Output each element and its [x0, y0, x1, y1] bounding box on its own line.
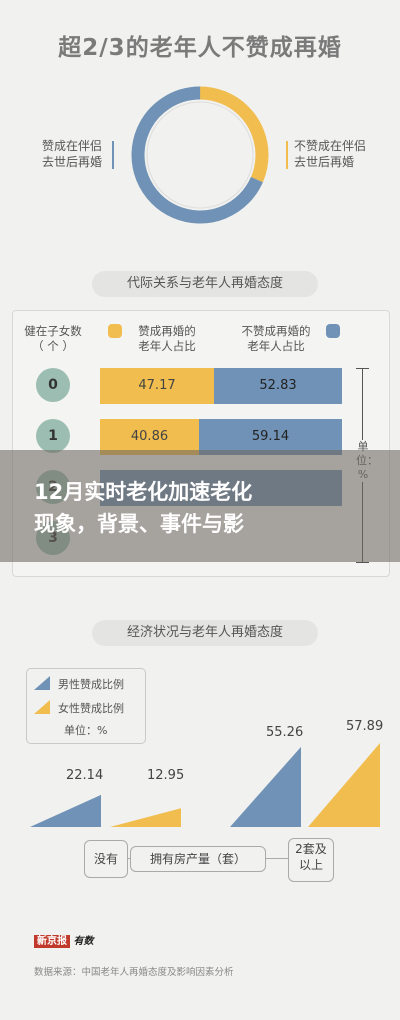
approve-legend-swatch	[108, 324, 122, 338]
left-note-bracket	[112, 141, 114, 169]
legend-male-triangle-icon	[34, 676, 50, 690]
row-label-0: 0	[36, 368, 70, 402]
article-banner	[0, 450, 400, 562]
children-count-header: 健在子女数 （ 个 ）	[24, 324, 82, 353]
category-none: 没有	[84, 840, 128, 878]
triangle-chart	[30, 743, 380, 827]
disapprove-bar-0: 52.83	[214, 368, 342, 404]
row-label-1: 1	[36, 419, 70, 453]
disapprove-bar-1: 59.14	[199, 419, 342, 455]
disapprove-legend-swatch	[326, 324, 340, 338]
donut-inner-ring	[146, 101, 254, 209]
legend-box	[26, 668, 146, 744]
value-male-none: 22.14	[66, 768, 104, 783]
approve-header: 赞成再婚的 老年人占比	[138, 324, 196, 353]
unit-bracket-bottom	[356, 562, 369, 563]
right-note-bracket	[286, 141, 288, 169]
female-two-triangle	[308, 743, 380, 827]
value-female-none: 12.95	[147, 768, 185, 783]
chart-title: 超2/3的老年人不赞成再婚	[58, 35, 342, 61]
disapprove-header: 不赞成再婚的 老年人占比	[241, 324, 311, 353]
value-female-two: 57.89	[346, 719, 384, 734]
value-male-two: 55.26	[266, 725, 304, 740]
unit-bracket-top	[356, 368, 369, 369]
data-source: 数据来源：中国老年人再婚态度及影响因素分析	[34, 967, 234, 978]
donut-slice-1	[131, 86, 269, 224]
publisher-logo: 新京报 有数	[34, 932, 93, 948]
donut-right-note: 不赞成在伴侣 去世后再婚	[294, 139, 367, 169]
approve-bar-1: 40.86	[100, 419, 199, 455]
section3-title: 经济状况与老年人再婚态度	[92, 620, 318, 646]
male-two-triangle	[230, 746, 301, 827]
donut-left-note: 赞成在伴侣 去世后再婚	[42, 139, 103, 169]
section2-title: 代际关系与老年人再婚态度	[92, 271, 318, 297]
category-two-plus: 2套及 以上	[288, 838, 334, 882]
approve-bar-0: 47.17	[100, 368, 214, 404]
legend-unit: 单位：%	[64, 724, 108, 737]
legend-female-label: 女性赞成比例	[58, 702, 124, 715]
article-headline[interactable]: 12月实时老化加速老化 现象，背景、事件与影	[34, 480, 253, 536]
female-none-triangle	[110, 808, 181, 827]
category-axis-title: 拥有房产量（套）	[130, 846, 266, 872]
legend-male-label: 男性赞成比例	[58, 678, 124, 691]
legend-female-triangle-icon	[34, 700, 50, 714]
donut-chart	[131, 86, 269, 224]
male-none-triangle	[30, 794, 101, 827]
